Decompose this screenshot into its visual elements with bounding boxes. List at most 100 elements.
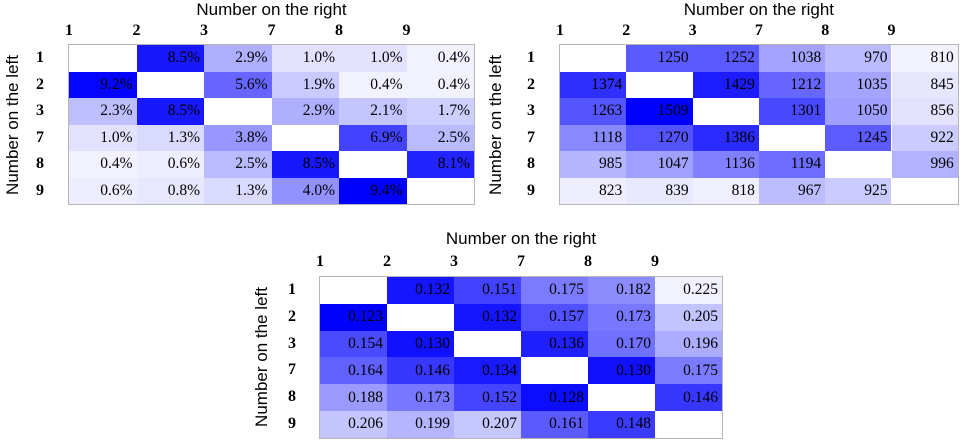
heatmap-cell: 985 bbox=[560, 151, 627, 178]
heatmap-cell: 823 bbox=[560, 177, 627, 204]
heatmap-cell: 818 bbox=[692, 177, 759, 204]
cell-value-label: 818 bbox=[731, 181, 755, 199]
cell-value-label: 1050 bbox=[856, 102, 888, 120]
row-tick-label: 9 bbox=[36, 181, 44, 199]
cell-value-label: 0.175 bbox=[549, 281, 584, 299]
column-tick-label: 2 bbox=[622, 22, 631, 39]
column-tick-label: 7 bbox=[517, 253, 525, 270]
heatmap-cell: 1047 bbox=[626, 151, 693, 178]
column-tick-label: 9 bbox=[651, 253, 659, 270]
heatmap-cell: 8.5% bbox=[136, 98, 204, 125]
cell-value-label: 0.148 bbox=[616, 415, 651, 433]
cell-value-label: 0.173 bbox=[415, 388, 450, 406]
cell-value-label: 1301 bbox=[790, 102, 822, 120]
heatmap-cell: 0.151 bbox=[454, 277, 521, 304]
heatmap-cell: 0.132 bbox=[454, 303, 521, 331]
cell-value-label: 1.0% bbox=[370, 49, 403, 67]
heatmap-cell bbox=[69, 45, 137, 72]
cell-value-label: 1386 bbox=[723, 128, 755, 146]
cell-value-label: 4.0% bbox=[302, 181, 335, 199]
heatmap-cell: 1.0% bbox=[271, 45, 339, 72]
heatmap-cell: 0.130 bbox=[387, 330, 454, 358]
heatmap-cell bbox=[655, 411, 722, 438]
cell-value-label: 985 bbox=[599, 155, 623, 173]
cell-value-label: 0.196 bbox=[683, 334, 718, 352]
heatmap-cell: 839 bbox=[626, 177, 693, 204]
cell-value-label: 1.3% bbox=[235, 181, 268, 199]
column-tick-label: 2 bbox=[132, 22, 141, 39]
column-tick-label: 3 bbox=[200, 22, 208, 39]
column-tick-label: 7 bbox=[267, 22, 276, 39]
cell-value-label: 810 bbox=[930, 49, 954, 67]
heatmap-cell: 5.6% bbox=[204, 71, 272, 98]
heatmap-cell: 1429 bbox=[692, 71, 759, 98]
column-tick-label: 2 bbox=[383, 253, 391, 270]
heatmap-cell: 845 bbox=[891, 71, 958, 98]
heatmap-cell: 6.9% bbox=[339, 124, 407, 151]
row-tick-label: 1 bbox=[527, 49, 535, 66]
heatmap-cell: 970 bbox=[825, 45, 892, 72]
heatmap-cell: 1.3% bbox=[204, 177, 272, 204]
heatmap-cell: 0.4% bbox=[406, 71, 474, 98]
heatmap-cell: 0.4% bbox=[406, 45, 474, 72]
heatmap-cell: 1.3% bbox=[136, 124, 204, 151]
heatmap-cell: 0.6% bbox=[69, 177, 137, 204]
heatmap-cell: 1270 bbox=[626, 124, 693, 151]
heatmap-cell: 1035 bbox=[825, 71, 892, 98]
heatmap-cell: 1.0% bbox=[69, 124, 137, 151]
heatmap-cell: 0.128 bbox=[521, 384, 588, 411]
column-tick-label: 7 bbox=[754, 22, 763, 39]
cell-value-label: 0.173 bbox=[616, 308, 651, 326]
heatmap-cell: 0.4% bbox=[69, 151, 137, 178]
column-tick-label: 1 bbox=[556, 22, 564, 39]
row-tick-label: 3 bbox=[527, 102, 535, 119]
heatmap-cell: 2.9% bbox=[204, 45, 272, 72]
cell-value-label: 0.152 bbox=[482, 388, 517, 406]
heatmap-cell bbox=[271, 124, 339, 151]
heatmap-cell: 0.182 bbox=[588, 277, 655, 304]
cell-value-label: 2.1% bbox=[370, 102, 403, 120]
heatmap-grid bbox=[68, 44, 475, 205]
heatmap-cell: 0.173 bbox=[588, 303, 655, 331]
cell-value-label: 1136 bbox=[724, 155, 755, 173]
heatmap-cell: 0.130 bbox=[588, 357, 655, 385]
cell-value-label: 1263 bbox=[591, 102, 623, 120]
column-tick-label: 1 bbox=[316, 253, 324, 270]
cell-value-label: 1250 bbox=[657, 49, 689, 67]
cell-value-label: 0.225 bbox=[683, 281, 718, 299]
cell-value-label: 2.9% bbox=[235, 49, 268, 67]
cell-value-label: 0.199 bbox=[415, 415, 450, 433]
heatmap-cell: 996 bbox=[891, 151, 958, 178]
cell-value-label: 8.5% bbox=[167, 49, 200, 67]
cell-value-label: 0.146 bbox=[415, 361, 450, 379]
heatmap-cell bbox=[758, 124, 826, 151]
heatmap-cell: 0.154 bbox=[320, 330, 387, 358]
row-tick-label: 1 bbox=[288, 281, 296, 298]
cell-value-label: 8.5% bbox=[302, 155, 335, 173]
heatmap-cell: 810 bbox=[891, 45, 958, 72]
heatmap-cell: 1245 bbox=[825, 124, 892, 151]
cell-value-label: 6.9% bbox=[370, 128, 403, 146]
cell-value-label: 0.136 bbox=[549, 334, 584, 352]
heatmap-cell bbox=[339, 151, 407, 178]
heatmap-cell: 0.205 bbox=[655, 303, 722, 331]
heatmap-cell: 0.8% bbox=[136, 177, 204, 204]
chart-title: Number on the right bbox=[683, 0, 835, 19]
cell-value-label: 1270 bbox=[657, 128, 689, 146]
column-tick-label: 1 bbox=[65, 22, 73, 39]
cell-value-label: 9.4% bbox=[370, 181, 403, 199]
cell-value-label: 0.188 bbox=[348, 388, 383, 406]
heatmap-cell: 0.146 bbox=[387, 357, 454, 385]
heatmap-cell bbox=[387, 303, 454, 331]
row-tick-label: 8 bbox=[288, 388, 296, 406]
row-tick-label: 8 bbox=[36, 155, 44, 172]
column-tick-label: 3 bbox=[688, 22, 697, 39]
cell-value-label: 1245 bbox=[856, 128, 888, 146]
heatmap-cell: 2.5% bbox=[204, 151, 272, 178]
heatmap-cell: 1301 bbox=[758, 98, 826, 125]
cell-value-label: 1118 bbox=[592, 128, 623, 146]
cell-value-label: 1038 bbox=[790, 49, 822, 67]
heatmap-cell bbox=[692, 98, 759, 125]
cell-value-label: 0.6% bbox=[167, 155, 200, 173]
heatmap-cell: 2.1% bbox=[339, 98, 407, 125]
